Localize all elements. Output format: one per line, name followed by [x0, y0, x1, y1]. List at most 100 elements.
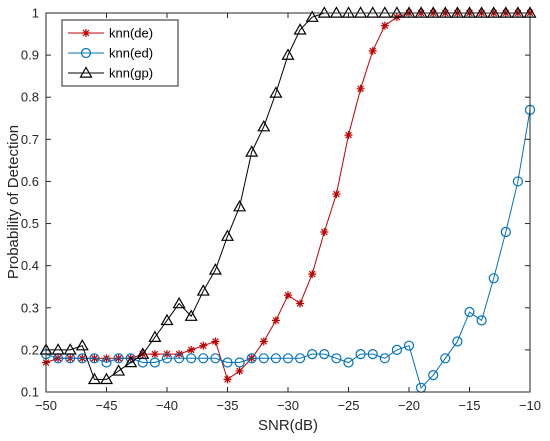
data-point: [512, 176, 524, 187]
data-point: [331, 353, 342, 364]
y-tick-label: 0.6: [21, 174, 39, 189]
data-point: [476, 315, 487, 326]
y-tick-label: 0.2: [21, 342, 39, 357]
x-tick-label: −35: [216, 398, 238, 413]
data-point: [112, 364, 126, 376]
data-point: [187, 345, 196, 354]
data-point: [220, 229, 235, 241]
data-point: [378, 6, 392, 18]
data-point: [308, 270, 317, 279]
data-point: [296, 299, 305, 308]
data-point: [223, 375, 232, 384]
data-point: [332, 190, 341, 199]
data-point: [161, 353, 173, 364]
data-point: [235, 366, 244, 375]
data-point: [284, 291, 292, 300]
data-point: [113, 353, 124, 364]
data-point: [259, 337, 268, 346]
data-point: [379, 353, 390, 364]
data-point: [148, 330, 162, 342]
data-point: [87, 372, 101, 385]
data-point: [270, 353, 281, 364]
data-point: [355, 349, 366, 360]
data-point: [269, 86, 283, 98]
data-point: [356, 84, 365, 93]
x-tick-label: −20: [398, 398, 420, 413]
data-point: [488, 273, 499, 284]
data-point: [414, 6, 428, 18]
x-tick-label: −30: [277, 398, 299, 413]
data-point: [426, 6, 440, 18]
data-point: [366, 6, 380, 18]
data-point: [380, 21, 389, 30]
legend-label: knn(gp): [109, 66, 153, 81]
y-tick-label: 0.4: [21, 258, 39, 273]
data-point: [438, 6, 452, 18]
data-point: [186, 353, 197, 364]
data-point: [440, 353, 451, 364]
data-point: [307, 349, 318, 360]
legend-marker: [79, 66, 93, 78]
y-tick-label: 0.9: [21, 48, 39, 63]
data-point: [329, 6, 343, 18]
data-point: [499, 6, 513, 18]
x-tick-label: −40: [156, 398, 178, 413]
x-tick-label: −25: [337, 398, 359, 413]
y-tick-label: 0.5: [21, 216, 39, 231]
data-point: [51, 343, 65, 355]
y-tick-label: 0.7: [21, 132, 39, 147]
data-point: [500, 226, 511, 238]
data-point: [281, 48, 295, 60]
legend: knn(de) knn(ed) knn(gp): [61, 19, 179, 87]
data-point: [319, 349, 330, 360]
y-tick-label: 1: [32, 6, 39, 21]
data-point: [282, 353, 294, 364]
data-point: [257, 119, 271, 132]
data-point: [75, 338, 89, 351]
data-point: [160, 313, 174, 326]
legend-label: knn(de): [109, 26, 153, 41]
data-point: [208, 263, 222, 275]
data-point: [258, 353, 269, 364]
data-point: [99, 372, 114, 385]
x-tick-label: −45: [95, 398, 117, 413]
legend-marker: [82, 29, 90, 37]
x-tick-label: −15: [458, 398, 480, 413]
y-tick-label: 0.3: [21, 300, 39, 315]
data-point: [198, 353, 209, 364]
x-tick-label: −10: [519, 398, 541, 413]
data-point: [222, 357, 233, 368]
data-point: [464, 306, 475, 318]
data-point: [271, 316, 280, 325]
x-tick-label: −50: [35, 398, 57, 413]
data-point: [390, 6, 404, 18]
data-point: [295, 353, 306, 364]
data-point: [293, 23, 307, 35]
tick-layer: −50 −45 −40 −35 −30 −25 −20 −15 −10 0.1 0.2 0.3 0.4 0…: [21, 6, 541, 414]
legend-marker: [80, 47, 92, 59]
y-tick-label: 0.8: [21, 90, 39, 105]
data-point: [343, 357, 354, 368]
x-axis-label: SNR(dB): [258, 417, 318, 434]
data-point: [199, 341, 208, 350]
data-point: [487, 6, 501, 18]
data-point: [428, 370, 439, 381]
data-point: [403, 340, 415, 351]
data-point: [245, 145, 259, 157]
data-point: [172, 296, 186, 309]
data-point: [305, 10, 319, 22]
data-point: [511, 6, 525, 18]
y-axis-label: Probability of Detection: [5, 125, 22, 279]
data-point: [367, 349, 378, 360]
data-point: [452, 336, 463, 347]
data-point: [450, 6, 464, 18]
data-point: [320, 227, 329, 236]
data-point: [344, 131, 353, 140]
legend-entry: knn(ed): [68, 46, 153, 61]
data-point: [475, 6, 489, 18]
data-point: [234, 357, 245, 368]
data-point: [124, 355, 138, 368]
data-point: [317, 6, 331, 18]
data-point: [210, 353, 221, 364]
